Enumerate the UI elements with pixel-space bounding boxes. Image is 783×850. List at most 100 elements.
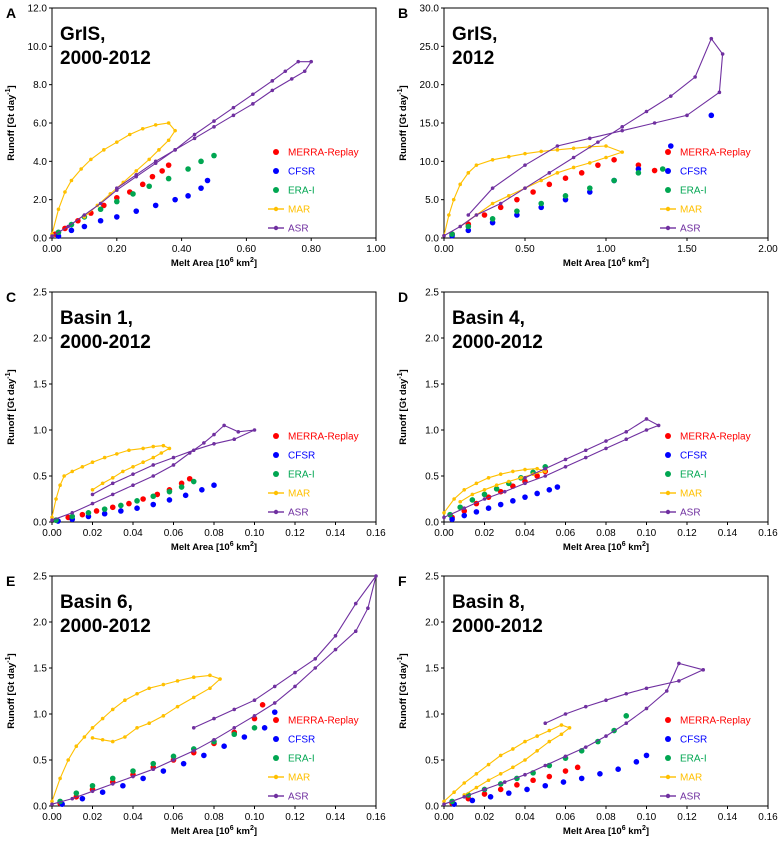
legend-label: MERRA-Replay	[680, 432, 751, 443]
panel-letter: E	[6, 573, 15, 589]
legend-marker	[273, 774, 279, 780]
data-point	[175, 704, 180, 709]
data-point	[252, 428, 257, 432]
data-point	[139, 181, 146, 188]
x-tick-label: 0.10	[637, 812, 657, 823]
data-point	[232, 437, 237, 441]
data-point	[58, 776, 62, 781]
legend-label: CFSR	[680, 451, 707, 462]
data-point	[624, 691, 629, 696]
y-axis-label: Runoff [Gt day-1]	[5, 85, 17, 160]
data-point	[523, 772, 527, 777]
legend-label: ERA-I	[288, 470, 315, 481]
legend-label: ASR	[680, 508, 701, 519]
data-point	[131, 483, 135, 487]
series-cfsr	[451, 752, 650, 807]
data-point	[510, 498, 516, 504]
data-point	[502, 780, 507, 784]
x-axis-label: Melt Area [106 km2]	[171, 825, 257, 837]
data-point	[571, 165, 576, 170]
panel-letter: D	[398, 289, 408, 305]
data-point	[482, 787, 487, 792]
legend-label: ASR	[680, 792, 701, 803]
data-point	[442, 511, 446, 515]
legend-marker	[273, 490, 279, 496]
chart-panel-e: E Basin 6, 2000-2012 0.00 0.02 0.04 0.06 0.08 0.…	[5, 572, 386, 838]
data-point	[333, 647, 338, 652]
data-point	[708, 112, 715, 119]
x-axis-label: Melt Area [106 km2]	[563, 257, 649, 269]
data-point	[547, 171, 552, 175]
y-tick-label: 0.0	[33, 802, 47, 813]
x-tick-label: 0.00	[434, 812, 454, 823]
data-point	[165, 175, 172, 182]
data-point	[252, 698, 257, 702]
y-tick-label: 1.0	[33, 710, 47, 721]
data-point	[50, 802, 54, 806]
data-point	[100, 716, 105, 721]
data-point	[202, 441, 206, 445]
y-tick-label: 0.0	[425, 518, 439, 529]
legend-marker	[665, 168, 671, 174]
data-point	[115, 452, 119, 456]
data-point	[535, 749, 539, 753]
data-point	[473, 509, 480, 515]
data-point	[192, 136, 197, 141]
data-point	[212, 442, 216, 446]
data-point	[222, 423, 226, 428]
x-axis-label: Melt Area [106 km2]	[563, 825, 649, 837]
data-point	[604, 144, 608, 148]
data-point	[63, 190, 67, 194]
data-point	[559, 723, 564, 727]
data-point	[185, 193, 191, 199]
series-mar	[50, 443, 172, 520]
data-point	[131, 774, 135, 779]
data-point	[644, 428, 649, 432]
data-point	[135, 726, 139, 730]
x-tick-label: 0.14	[326, 528, 346, 539]
x-tick-label: 0.02	[475, 528, 495, 539]
data-point	[166, 488, 173, 495]
data-point	[717, 90, 722, 95]
y-tick-label: 0.5	[425, 472, 439, 483]
y-tick-label: 10.0	[420, 157, 440, 168]
data-point	[514, 196, 520, 203]
data-point	[79, 795, 86, 802]
data-point	[82, 735, 87, 739]
data-point	[97, 217, 104, 224]
legend-marker	[273, 149, 279, 155]
x-tick-label: 0.14	[718, 812, 738, 823]
legend-marker	[665, 206, 671, 212]
data-point	[151, 444, 156, 449]
data-point	[141, 446, 145, 451]
data-point	[170, 753, 177, 760]
data-point	[313, 666, 318, 670]
legend-label: MAR	[288, 773, 310, 784]
data-point	[469, 797, 476, 804]
panel-subtitle: 2000-2012	[452, 616, 543, 637]
data-point	[50, 234, 54, 238]
data-point	[461, 512, 468, 519]
data-point	[507, 194, 511, 198]
data-point	[555, 144, 560, 148]
legend-label: ASR	[680, 224, 701, 235]
data-point	[212, 119, 216, 123]
data-point	[514, 212, 520, 218]
series-era-i	[57, 725, 258, 805]
data-point	[90, 726, 95, 730]
y-tick-label: 2.0	[425, 334, 439, 345]
data-point	[141, 460, 145, 464]
data-point	[588, 161, 592, 165]
data-point	[583, 745, 588, 749]
data-point	[457, 504, 463, 511]
data-point	[583, 448, 588, 453]
data-point	[447, 213, 451, 217]
data-point	[485, 505, 492, 511]
data-point	[644, 109, 649, 114]
data-point	[709, 36, 714, 41]
data-point	[90, 789, 95, 794]
legend-marker	[273, 225, 279, 231]
data-point	[366, 606, 370, 610]
x-tick-label: 0.12	[677, 812, 697, 823]
data-point	[178, 484, 185, 490]
